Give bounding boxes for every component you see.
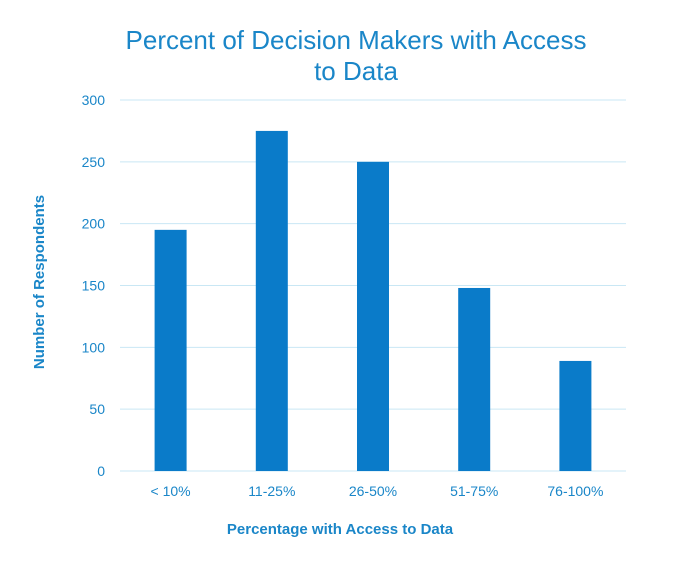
bar-4	[559, 360, 592, 471]
chart-title-line-1: Percent of Decision Makers with Access	[126, 25, 587, 55]
x-axis-title: Percentage with Access to Data	[227, 521, 454, 538]
y-tick-label: 100	[82, 339, 106, 355]
y-tick-label: 300	[82, 92, 106, 108]
y-tick-label: 50	[89, 401, 105, 417]
bar-2	[357, 161, 389, 472]
x-tick-label: 26-50%	[349, 483, 397, 499]
y-axis-title: Number of Respondents	[31, 195, 48, 369]
bars	[154, 130, 592, 472]
y-tick-label: 200	[82, 216, 106, 232]
x-axis-ticks: < 10% 11-25% 26-50% 51-75% 76-100%	[151, 483, 604, 499]
x-tick-label: 11-25%	[248, 483, 295, 499]
bar-0	[154, 229, 187, 471]
x-tick-label: < 10%	[151, 483, 191, 499]
x-tick-label: 76-100%	[547, 483, 603, 499]
y-tick-label: 150	[82, 278, 106, 294]
bar-1	[255, 130, 288, 471]
chart-title-line-2: to Data	[314, 56, 398, 86]
y-tick-label: 0	[97, 463, 105, 479]
bar-3	[458, 287, 491, 471]
y-axis-ticks: 0 50 100 150 200 250 300	[82, 92, 106, 479]
y-tick-label: 250	[82, 154, 106, 170]
x-tick-label: 51-75%	[450, 483, 498, 499]
